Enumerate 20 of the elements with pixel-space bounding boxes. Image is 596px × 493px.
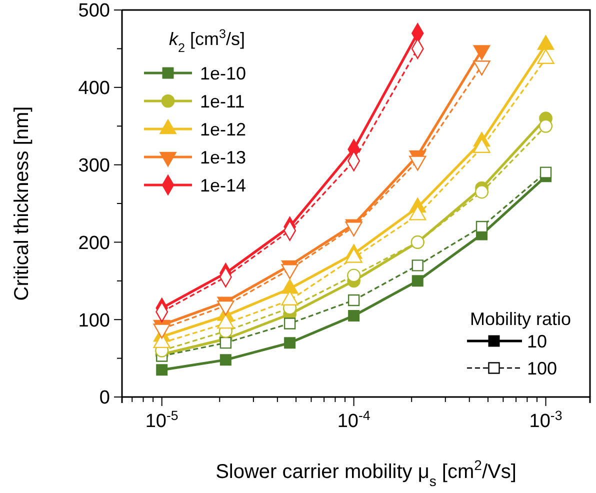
annotation: Mobility ratio [470,309,572,329]
annotation: 10 [527,331,548,352]
legend-title: k$_{2}$ [cm$^{3}$/s] [169,27,246,55]
y-tick-label: 400 [78,78,110,100]
legend-label: 1e-13 [200,147,246,168]
y-tick-label: 100 [78,310,110,332]
x-tick-label: 10$^{-4}$ [337,408,370,432]
x-tick-label: 10$^{-5}$ [145,408,178,432]
y-tick-label: 200 [78,232,110,254]
legend-label: 1e-12 [200,119,246,140]
x-tick-label: 10$^{-3}$ [529,408,562,432]
legend-label: 1e-10 [200,63,246,84]
x-axis-title: Slower carrier mobility μ$_{s}$ [cm$^{2}$/Vs] [216,457,516,489]
legend-label: 1e-14 [200,175,246,196]
y-tick-label: 300 [78,155,110,176]
y-tick-label: 0 [99,388,110,409]
y-axis-title: Critical thickness [nm] [11,106,33,301]
y-tick-label: 500 [78,0,110,22]
annotation: 100 [527,358,558,378]
legend-label: 1e-11 [200,91,245,112]
